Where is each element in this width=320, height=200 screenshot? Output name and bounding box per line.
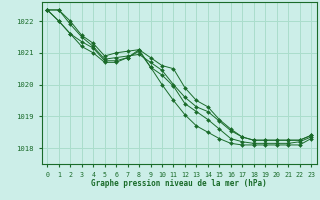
X-axis label: Graphe pression niveau de la mer (hPa): Graphe pression niveau de la mer (hPa) bbox=[91, 179, 267, 188]
